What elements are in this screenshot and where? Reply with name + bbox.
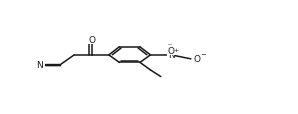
Text: N: N xyxy=(168,51,175,60)
Text: O: O xyxy=(168,46,175,55)
Text: −: − xyxy=(200,52,206,57)
Text: O: O xyxy=(194,55,201,64)
Text: N: N xyxy=(36,61,43,70)
Text: O: O xyxy=(88,36,95,44)
Text: +: + xyxy=(173,48,179,53)
